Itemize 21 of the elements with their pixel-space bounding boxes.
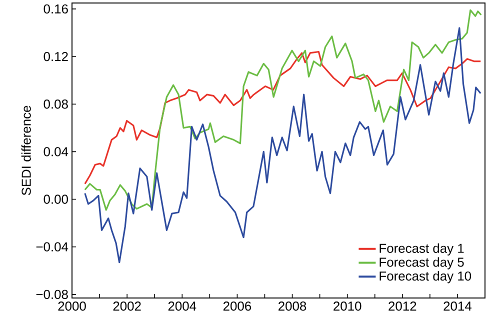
legend-label: Forecast day 10 (380, 271, 472, 284)
x-tick-label: 2010 (334, 302, 362, 311)
y-tick-label: −0.08 (36, 290, 68, 300)
x-tick-label: 2006 (223, 302, 252, 311)
x-tick-label: 2000 (58, 302, 86, 311)
y-tick-label: −0.04 (36, 242, 68, 252)
legend-label: Forecast day 1 (380, 243, 464, 256)
line-series (84, 9, 482, 211)
x-tick-label: 2014 (444, 302, 472, 311)
x-tick-label: 2012 (388, 302, 416, 311)
legend-label: Forecast day 5 (380, 257, 464, 270)
line-series (84, 50, 482, 185)
y-tick-label: 0.16 (44, 4, 68, 14)
y-tick-label: 0.08 (44, 100, 68, 109)
x-tick-label: 2008 (278, 302, 306, 311)
y-tick-label: 0.00 (44, 194, 68, 204)
y-tick-label: 0.12 (44, 52, 68, 62)
y-tick-label: 0.04 (44, 147, 68, 156)
y-axis-title: SEDI difference (21, 106, 31, 196)
x-tick-label: 2002 (113, 302, 141, 311)
x-tick-label: 2004 (168, 302, 196, 311)
